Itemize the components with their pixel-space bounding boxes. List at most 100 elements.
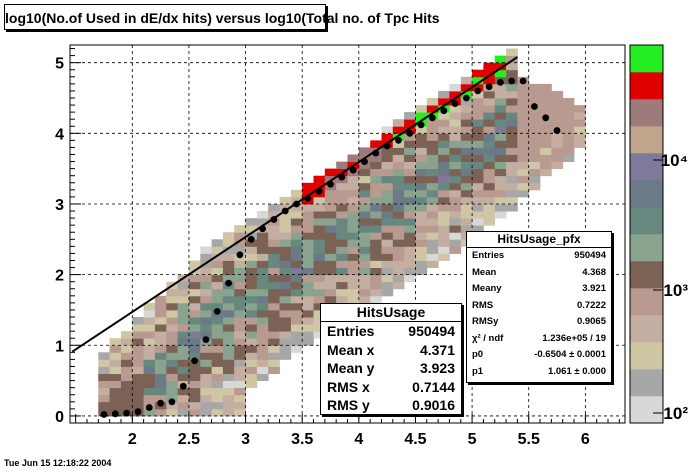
heat-cell (370, 189, 382, 198)
profile-point (213, 308, 221, 315)
heat-cell (222, 295, 235, 304)
heat-cell (154, 317, 167, 325)
heat-cell (404, 211, 416, 219)
heat-cell (347, 288, 360, 297)
heat-cell (290, 288, 303, 297)
heat-cell (381, 168, 394, 177)
heat-cell (517, 189, 530, 198)
heat-cell (200, 302, 212, 311)
heat-cell (290, 324, 303, 332)
heat-cell (540, 98, 552, 106)
heat-cell (166, 345, 178, 353)
heat-cell (494, 69, 507, 78)
heat-cell (494, 154, 507, 162)
heat-cell (460, 147, 473, 155)
heat-cell (268, 295, 280, 304)
heat-cell (200, 295, 212, 304)
heat-cell (121, 366, 133, 374)
profile-point (134, 408, 142, 416)
heat-cell (415, 267, 428, 276)
heat-cell (245, 359, 258, 367)
heat-cell (234, 352, 246, 360)
heat-cell (381, 126, 394, 134)
heat-cell (245, 218, 258, 226)
heat-cell (98, 380, 110, 389)
heat-cell (404, 154, 416, 162)
heat-cell (494, 83, 507, 92)
heat-cell (290, 274, 303, 283)
heat-cell (404, 239, 416, 247)
heat-cell (143, 373, 156, 381)
heat-cell (472, 69, 484, 78)
heat-cell (200, 352, 212, 360)
heat-cell (562, 133, 575, 141)
heat-cell (222, 345, 235, 353)
y-tick-label: 3 (55, 197, 64, 214)
heat-cell (472, 196, 484, 205)
stats-label: RMS (472, 299, 494, 311)
heat-cell (460, 98, 473, 106)
heat-cell (166, 302, 178, 311)
heat-cell (574, 112, 586, 120)
heat-cell (313, 267, 326, 276)
palette-tick-label: 10² (663, 404, 688, 423)
heat-cell (200, 274, 212, 283)
heat-cell (188, 352, 201, 360)
heat-cell (472, 98, 484, 106)
heat-cell (222, 408, 235, 417)
heat-cell (211, 401, 224, 410)
heat-cell (188, 331, 201, 339)
heat-cell (336, 246, 348, 254)
heat-cell (438, 246, 450, 254)
heat-cell (551, 161, 564, 170)
heat-cell (324, 253, 337, 261)
profile-point (361, 158, 368, 166)
heat-cell (200, 401, 212, 410)
heat-cell (392, 253, 405, 261)
heat-cell (404, 260, 416, 268)
heat-cell (494, 196, 507, 205)
heat-cell (211, 359, 224, 367)
heat-cell (166, 338, 178, 346)
profile-point (497, 79, 504, 86)
profile-point (474, 87, 482, 95)
heat-cell (517, 105, 530, 113)
heat-cell (211, 387, 224, 396)
heat-cell (449, 140, 462, 148)
heat-cell (438, 90, 450, 99)
heat-cell (404, 204, 416, 212)
profile-point (145, 404, 153, 411)
heat-cell (438, 232, 450, 240)
heat-cell (302, 232, 314, 240)
heat-cell (438, 211, 450, 219)
heat-cell (404, 175, 416, 184)
stats-row: Mean 4.368 (467, 265, 611, 282)
heat-cell (506, 182, 518, 191)
heat-cell (234, 401, 246, 410)
heat-cell (234, 331, 246, 339)
heat-cell (234, 274, 246, 283)
heat-cell (415, 232, 428, 240)
heat-cell (438, 112, 450, 120)
stats-label: Mean x (327, 341, 375, 358)
heat-cell (166, 324, 178, 332)
heat-cell (449, 239, 462, 247)
heat-cell (279, 218, 292, 226)
palette-tick-label: 10³ (663, 281, 688, 300)
heat-cell (109, 380, 122, 389)
heat-cell (358, 204, 371, 212)
palette-segment (630, 261, 663, 289)
heat-cell (313, 260, 326, 268)
heat-cell (256, 288, 269, 297)
heat-cell (483, 90, 496, 99)
heat-cell (324, 260, 337, 268)
stats-row: Entries 950494 (467, 248, 611, 265)
heat-cell (234, 302, 246, 311)
heat-cell (268, 338, 280, 346)
heat-cell (449, 232, 462, 240)
heat-cell (166, 359, 178, 367)
heat-cell (574, 119, 586, 127)
heat-cell (200, 267, 212, 276)
heat-cell (370, 253, 382, 261)
heat-cell (234, 295, 246, 304)
